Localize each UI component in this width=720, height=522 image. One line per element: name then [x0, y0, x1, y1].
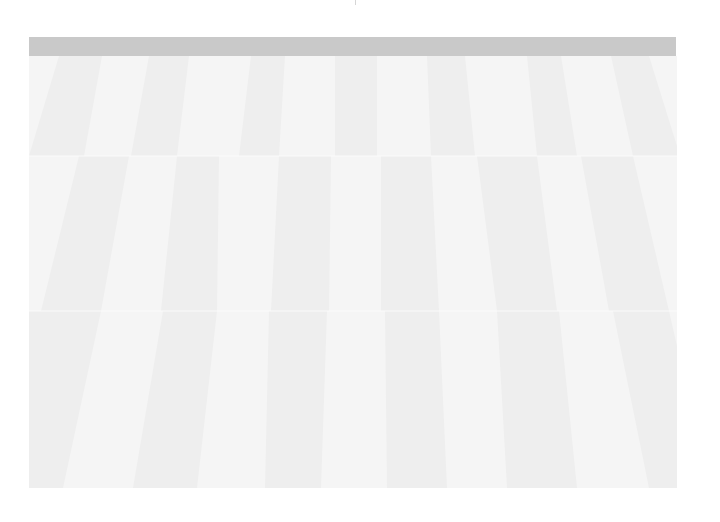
stripe-row-1 [29, 56, 677, 156]
striped-pattern [29, 56, 677, 488]
top-marker-tick [355, 0, 356, 5]
image-canvas[interactable] [29, 56, 677, 488]
stripe-row-2 [41, 156, 669, 311]
stripe-row-3 [29, 311, 677, 488]
viewer-toolbar [29, 37, 676, 56]
